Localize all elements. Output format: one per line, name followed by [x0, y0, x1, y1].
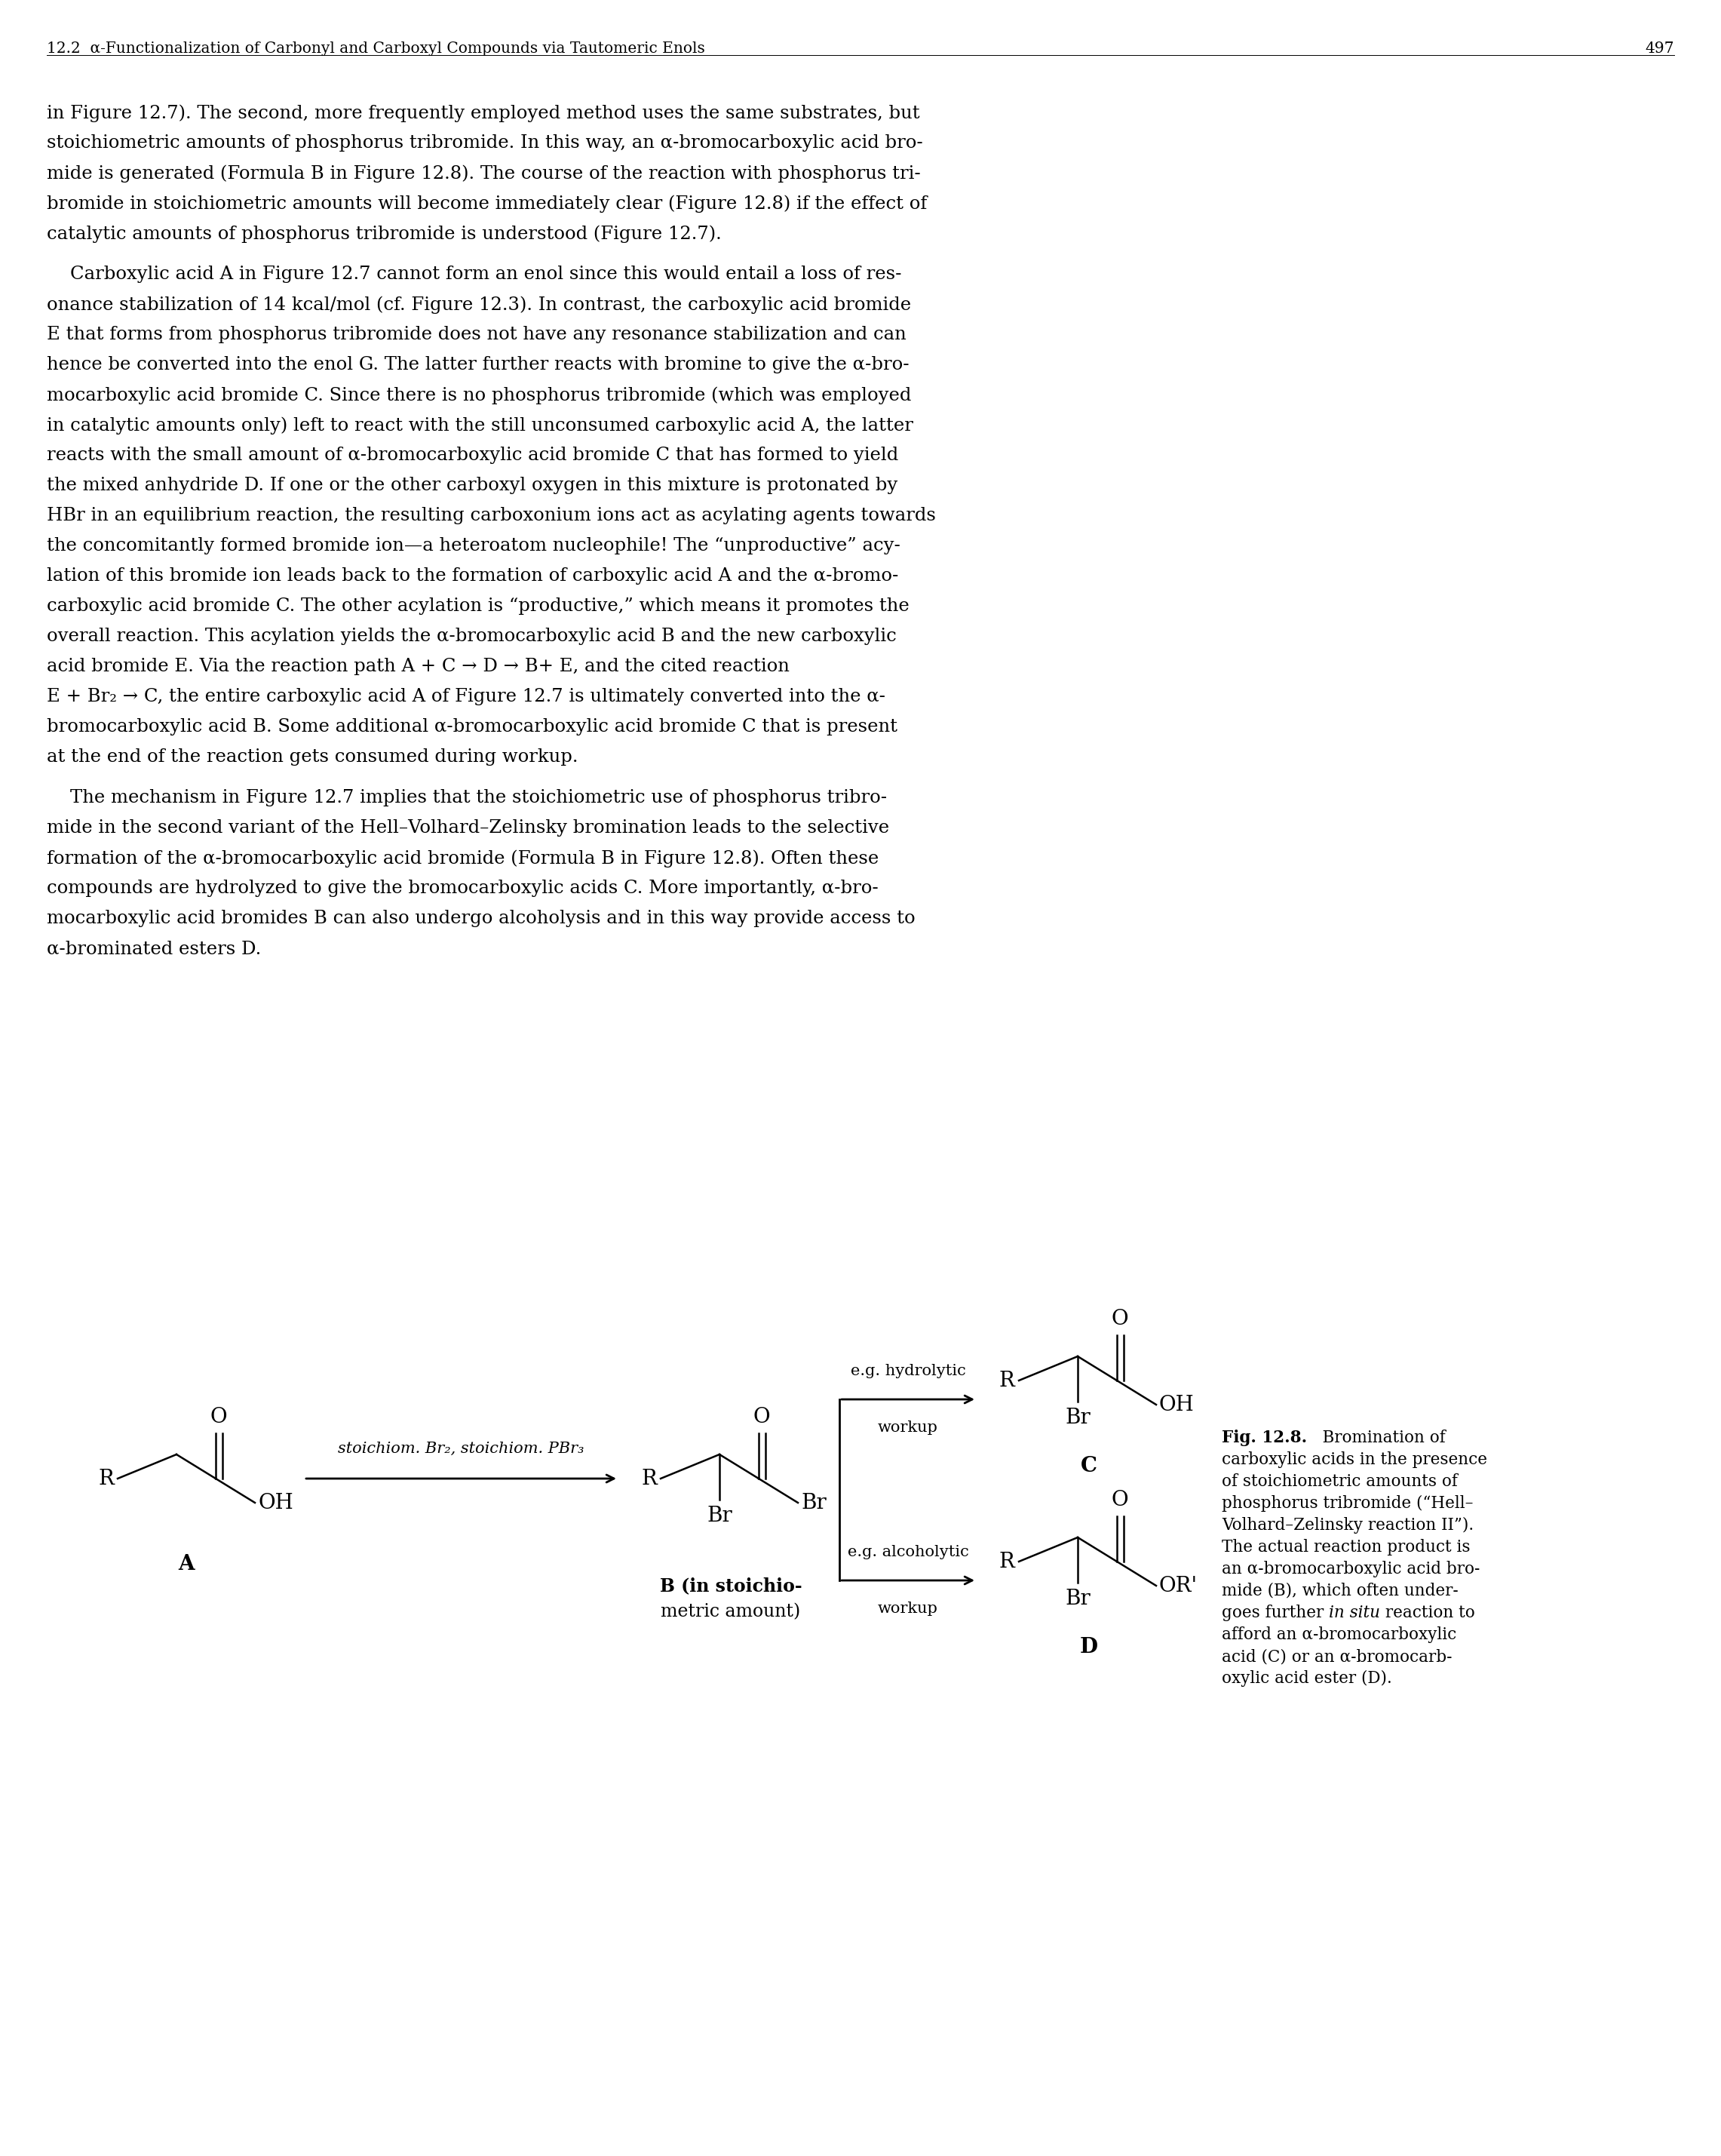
Text: in situ: in situ [1329, 1604, 1380, 1621]
Text: bromide in stoichiometric amounts will become immediately clear (Figure 12.8) if: bromide in stoichiometric amounts will b… [46, 194, 928, 213]
Text: R: R [98, 1468, 114, 1490]
Text: O: O [1112, 1490, 1129, 1509]
Text: hence be converted into the enol G. The latter further reacts with bromine to gi: hence be converted into the enol G. The … [46, 356, 909, 373]
Text: E + Br₂ → C, the entire carboxylic acid A of Figure 12.7 is ultimately converted: E + Br₂ → C, the entire carboxylic acid … [46, 688, 885, 705]
Text: R: R [640, 1468, 657, 1490]
Text: catalytic amounts of phosphorus tribromide is understood (Figure 12.7).: catalytic amounts of phosphorus tribromi… [46, 224, 721, 244]
Text: B (in stoichio-: B (in stoichio- [659, 1576, 802, 1595]
Text: in Figure 12.7). The second, more frequently employed method uses the same subst: in Figure 12.7). The second, more freque… [46, 103, 919, 123]
Text: goes further: goes further [1222, 1604, 1329, 1621]
Text: OH: OH [1160, 1395, 1194, 1414]
Text: phosphorus tribromide (“Hell–: phosphorus tribromide (“Hell– [1222, 1494, 1473, 1511]
Text: workup: workup [878, 1421, 938, 1436]
Text: α-brominated esters D.: α-brominated esters D. [46, 940, 262, 957]
Text: The actual reaction product is: The actual reaction product is [1222, 1539, 1470, 1554]
Text: reaction to: reaction to [1380, 1604, 1475, 1621]
Text: Fig. 12.8.: Fig. 12.8. [1222, 1429, 1306, 1447]
Text: R: R [1000, 1552, 1015, 1572]
Text: of stoichiometric amounts of: of stoichiometric amounts of [1222, 1473, 1458, 1490]
Text: the concomitantly formed bromide ion—a heteroatom nucleophile! The “unproductive: the concomitantly formed bromide ion—a h… [46, 537, 900, 554]
Text: Br: Br [707, 1505, 731, 1526]
Text: stoichiom. Br₂, stoichiom. PBr₃: stoichiom. Br₂, stoichiom. PBr₃ [337, 1442, 585, 1455]
Text: carboxylic acid bromide C. The other acylation is “productive,” which means it p: carboxylic acid bromide C. The other acy… [46, 597, 909, 614]
Text: at the end of the reaction gets consumed during workup.: at the end of the reaction gets consumed… [46, 748, 578, 765]
Text: Br: Br [1065, 1589, 1091, 1608]
Text: mide is generated (Formula B in Figure 12.8). The course of the reaction with ph: mide is generated (Formula B in Figure 1… [46, 164, 921, 183]
Text: Carboxylic acid A in Figure 12.7 cannot form an enol since this would entail a l: Carboxylic acid A in Figure 12.7 cannot … [46, 265, 902, 282]
Text: Bromination of: Bromination of [1306, 1429, 1446, 1447]
Text: in catalytic amounts only) left to react with the still unconsumed carboxylic ac: in catalytic amounts only) left to react… [46, 416, 914, 433]
Text: overall reaction. This acylation yields the α-bromocarboxylic acid B and the new: overall reaction. This acylation yields … [46, 627, 897, 645]
Text: stoichiometric amounts of phosphorus tribromide. In this way, an α-bromocarboxyl: stoichiometric amounts of phosphorus tri… [46, 134, 922, 151]
Text: D: D [1081, 1636, 1098, 1658]
Text: oxylic acid ester (D).: oxylic acid ester (D). [1222, 1671, 1392, 1686]
Text: OR': OR' [1160, 1576, 1198, 1595]
Text: workup: workup [878, 1602, 938, 1615]
Text: formation of the α-bromocarboxylic acid bromide (Formula B in Figure 12.8). Ofte: formation of the α-bromocarboxylic acid … [46, 849, 879, 867]
Text: the mixed anhydride D. If one or the other carboxyl oxygen in this mixture is pr: the mixed anhydride D. If one or the oth… [46, 476, 898, 494]
Text: Br: Br [1065, 1408, 1091, 1427]
Text: O: O [754, 1408, 771, 1427]
Text: E that forms from phosphorus tribromide does not have any resonance stabilizatio: E that forms from phosphorus tribromide … [46, 326, 907, 343]
Text: onance stabilization of 14 kcal/mol (cf. Figure 12.3). In contrast, the carboxyl: onance stabilization of 14 kcal/mol (cf.… [46, 295, 910, 313]
Text: e.g. hydrolytic: e.g. hydrolytic [850, 1365, 965, 1378]
Text: metric amount): metric amount) [661, 1604, 800, 1621]
Text: The mechanism in Figure 12.7 implies that the stoichiometric use of phosphorus t: The mechanism in Figure 12.7 implies tha… [46, 789, 886, 806]
Text: Volhard–Zelinsky reaction II”).: Volhard–Zelinsky reaction II”). [1222, 1518, 1473, 1533]
Text: A: A [179, 1554, 194, 1574]
Text: e.g. alcoholytic: e.g. alcoholytic [847, 1546, 969, 1559]
Text: HBr in an equilibrium reaction, the resulting carboxonium ions act as acylating : HBr in an equilibrium reaction, the resu… [46, 507, 936, 524]
Text: compounds are hydrolyzed to give the bromocarboxylic acids C. More importantly, : compounds are hydrolyzed to give the bro… [46, 880, 878, 897]
Text: lation of this bromide ion leads back to the formation of carboxylic acid A and : lation of this bromide ion leads back to… [46, 567, 898, 584]
Text: mocarboxylic acid bromides B can also undergo alcoholysis and in this way provid: mocarboxylic acid bromides B can also un… [46, 910, 916, 927]
Text: 12.2  α-Functionalization of Carbonyl and Carboxyl Compounds via Tautomeric Enol: 12.2 α-Functionalization of Carbonyl and… [46, 41, 706, 56]
Text: 497: 497 [1645, 41, 1675, 56]
Text: carboxylic acids in the presence: carboxylic acids in the presence [1222, 1451, 1487, 1468]
Text: mide in the second variant of the Hell–Volhard–Zelinsky bromination leads to the: mide in the second variant of the Hell–V… [46, 819, 890, 837]
Text: bromocarboxylic acid B. Some additional α-bromocarboxylic acid bromide C that is: bromocarboxylic acid B. Some additional … [46, 718, 897, 735]
Text: O: O [1112, 1309, 1129, 1330]
Text: acid bromide E. Via the reaction path A + C → D → B+ E, and the cited reaction: acid bromide E. Via the reaction path A … [46, 658, 790, 675]
Text: O: O [210, 1408, 227, 1427]
Text: mocarboxylic acid bromide C. Since there is no phosphorus tribromide (which was : mocarboxylic acid bromide C. Since there… [46, 386, 912, 403]
Text: mide (B), which often under-: mide (B), which often under- [1222, 1583, 1458, 1600]
Text: acid (C) or an α-bromocarb-: acid (C) or an α-bromocarb- [1222, 1649, 1453, 1664]
Text: Br: Br [800, 1492, 826, 1514]
Text: an α-bromocarboxylic acid bro-: an α-bromocarboxylic acid bro- [1222, 1561, 1480, 1578]
Text: OH: OH [258, 1492, 293, 1514]
Text: R: R [1000, 1371, 1015, 1391]
Text: afford an α-bromocarboxylic: afford an α-bromocarboxylic [1222, 1626, 1456, 1643]
Text: reacts with the small amount of α-bromocarboxylic acid bromide C that has formed: reacts with the small amount of α-bromoc… [46, 446, 898, 464]
Text: C: C [1081, 1455, 1098, 1477]
